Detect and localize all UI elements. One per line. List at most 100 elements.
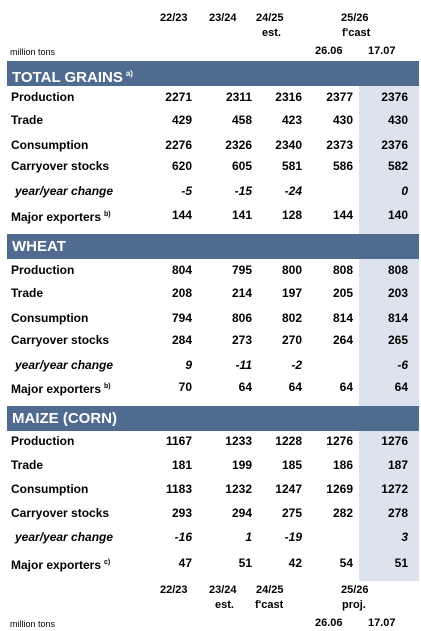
table-cell-col-4: 2377 <box>326 90 353 104</box>
table-cell-col-3: 1247 <box>275 482 302 496</box>
table-cell-col-1: 2271 <box>165 90 192 104</box>
row-label-text: Production <box>11 90 75 104</box>
table-cell-col-4: 64 <box>339 380 353 394</box>
row-footnote-marker: c) <box>104 559 111 566</box>
table-cell-col-5: 2376 <box>381 138 408 152</box>
row-label: year/year change <box>15 529 113 545</box>
row-label-text: year/year change <box>15 530 114 544</box>
table-row-maize-corn-consumption: Consumption 1183 1232 1247 1269 1272 <box>0 481 421 497</box>
table-cell-col-3: -2 <box>291 358 302 372</box>
table-cell-col-2: 2326 <box>225 138 252 152</box>
section-title: TOTAL GRAINS <box>12 69 123 86</box>
table-cell-col-1: 1183 <box>165 482 192 496</box>
table-cell-col-5: 814 <box>387 311 408 325</box>
row-label: Production <box>11 262 74 278</box>
section-header-maize-corn: MAIZE (CORN) <box>7 406 419 431</box>
table-cell-col-1: 293 <box>171 506 192 520</box>
table-cell-col-5: 51 <box>394 556 408 570</box>
table-cell-col-5: 430 <box>387 113 408 127</box>
table-cell-col-2: 273 <box>231 333 252 347</box>
top-date-2: 17.07 <box>368 45 396 57</box>
row-label-text: Major exporters <box>11 210 102 224</box>
table-cell-col-3: 128 <box>281 208 302 222</box>
table-cell-col-4: 1276 <box>326 434 353 448</box>
section-footnote-marker: a) <box>125 69 133 78</box>
table-cell-col-4: 808 <box>332 263 353 277</box>
row-label-text: Consumption <box>11 482 89 496</box>
row-label: Consumption <box>11 310 88 326</box>
table-cell-col-3: 197 <box>281 286 302 300</box>
table-row-total-grains-major-exporters: Major exporters b) 144 141 128 144 140 <box>0 207 421 224</box>
table-cell-col-2: 64 <box>238 380 252 394</box>
table-cell-col-5: 203 <box>387 286 408 300</box>
row-label: Carryover stocks <box>11 505 109 521</box>
table-cell-col-2: 605 <box>231 159 252 173</box>
table-cell-col-3: 275 <box>281 506 302 520</box>
table-cell-col-1: 794 <box>171 311 192 325</box>
table-cell-col-3: 2340 <box>275 138 302 152</box>
table-cell-col-3: 1228 <box>275 434 302 448</box>
table-row-total-grains-year-year-change: year/year change -5 -15 -24 0 <box>0 183 421 199</box>
bottom-col-23-24-status: est. <box>215 599 234 611</box>
table-cell-col-3: -24 <box>284 184 302 198</box>
row-label: Trade <box>11 457 43 473</box>
row-label-text: Consumption <box>11 311 89 325</box>
table-row-maize-corn-production: Production 1167 1233 1228 1276 1276 <box>0 433 421 449</box>
table-cell-col-5: -6 <box>397 358 408 372</box>
row-label-text: Carryover stocks <box>11 506 110 520</box>
row-label-text: year/year change <box>15 358 114 372</box>
bottom-col-23-24: 23/24 <box>209 584 237 596</box>
table-cell-col-3: 800 <box>281 263 302 277</box>
table-cell-col-1: 429 <box>171 113 192 127</box>
table-cell-col-5: 265 <box>387 333 408 347</box>
row-label-text: Major exporters <box>11 382 102 396</box>
table-cell-col-5: 1272 <box>381 482 408 496</box>
bottom-date-1: 26.06 <box>315 617 343 629</box>
top-col-22-23: 22/23 <box>160 12 188 24</box>
table-cell-col-3: 802 <box>281 311 302 325</box>
section-title: MAIZE (CORN) <box>12 410 117 427</box>
top-col-24-25: 24/25 <box>256 12 284 24</box>
table-cell-col-2: 795 <box>231 263 252 277</box>
table-cell-col-1: 620 <box>171 159 192 173</box>
table-cell-col-1: 1167 <box>165 434 192 448</box>
table-cell-col-3: 185 <box>281 458 302 472</box>
table-cell-col-2: -11 <box>235 358 252 372</box>
row-footnote-marker: b) <box>104 383 111 390</box>
row-label-text: Carryover stocks <box>11 333 110 347</box>
table-row-wheat-trade: Trade 208 214 197 205 203 <box>0 285 421 301</box>
table-cell-col-1: -5 <box>181 184 192 198</box>
row-label-text: Trade <box>11 113 44 127</box>
table-cell-col-2: 141 <box>231 208 252 222</box>
table-row-maize-corn-major-exporters: Major exporters c) 47 51 42 54 51 <box>0 555 421 572</box>
table-cell-col-5: 3 <box>401 530 408 544</box>
table-row-total-grains-trade: Trade 429 458 423 430 430 <box>0 112 421 128</box>
table-cell-col-5: 0 <box>401 184 408 198</box>
table-cell-col-5: 808 <box>387 263 408 277</box>
table-cell-col-2: 199 <box>231 458 252 472</box>
table-cell-col-4: 282 <box>332 506 353 520</box>
table-cell-col-4: 54 <box>339 556 353 570</box>
bottom-col-22-23: 22/23 <box>160 584 188 596</box>
table-cell-col-5: 278 <box>387 506 408 520</box>
table-cell-col-5: 64 <box>394 380 408 394</box>
table-row-maize-corn-carryover-stocks: Carryover stocks 293 294 275 282 278 <box>0 505 421 521</box>
row-label-text: Trade <box>11 286 44 300</box>
table-cell-col-5: 140 <box>387 208 408 222</box>
table-cell-col-3: 2316 <box>275 90 302 104</box>
table-cell-col-4: 1269 <box>326 482 353 496</box>
table-cell-col-4: 586 <box>332 159 353 173</box>
table-cell-col-2: 1 <box>245 530 252 544</box>
table-cell-col-3: -19 <box>284 530 302 544</box>
top-col-25-26-status: f'cast <box>342 27 371 39</box>
row-label-text: Consumption <box>11 138 89 152</box>
table-cell-col-2: 214 <box>231 286 252 300</box>
table-cell-col-1: 208 <box>171 286 192 300</box>
bottom-date-2: 17.07 <box>368 617 396 629</box>
table-cell-col-4: 144 <box>332 208 353 222</box>
table-cell-col-2: 806 <box>231 311 252 325</box>
table-cell-col-1: 284 <box>171 333 192 347</box>
table-cell-col-3: 270 <box>281 333 302 347</box>
row-label: Production <box>11 89 74 105</box>
row-label: Consumption <box>11 137 88 153</box>
